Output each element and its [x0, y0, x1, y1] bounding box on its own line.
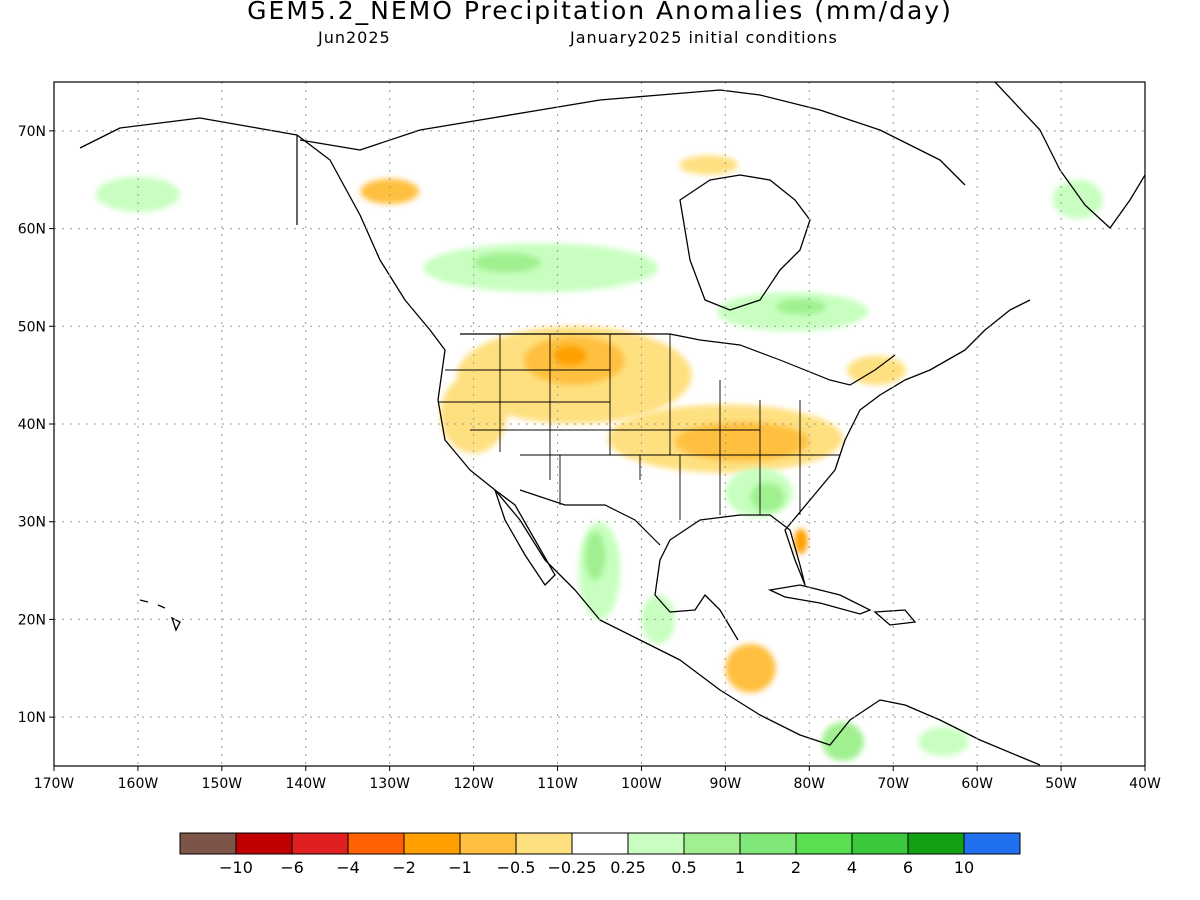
hispaniola-coastline — [873, 609, 917, 626]
colorbar-label: 1 — [735, 858, 745, 877]
graticule — [54, 82, 1145, 766]
tick-label-lon: 150W — [202, 776, 243, 792]
tick-label-lon: 110W — [537, 776, 578, 792]
anomaly-mexico-wet-core — [585, 531, 606, 581]
us-canada-border — [296, 135, 896, 386]
anomaly-greenland-wet — [1052, 179, 1104, 219]
colorbar-swatch — [963, 832, 1021, 855]
colorbar-swatch — [571, 832, 629, 855]
colorbar-label: 0.5 — [671, 858, 696, 877]
baja-coastline — [493, 488, 556, 587]
colorbar-label: 2 — [791, 858, 801, 877]
anomaly-alaska-yukon-dry — [360, 178, 420, 205]
colorbar-label: 4 — [847, 858, 857, 877]
colorbar-label: −6 — [280, 858, 304, 877]
colorbar-label: −1 — [448, 858, 472, 877]
anomaly-colombia-wet — [821, 722, 864, 762]
anomaly-new-england-dry — [847, 355, 906, 385]
initial-conditions: January2025 initial conditions — [570, 28, 838, 47]
tick-label-lon: 50W — [1045, 776, 1077, 792]
colorbar-swatch — [459, 832, 517, 855]
colorbar-label: −0.25 — [547, 858, 596, 877]
colorbar-label: 0.25 — [610, 858, 646, 877]
tick-label-lon: 140W — [285, 776, 326, 792]
colorbar-label: 10 — [954, 858, 974, 877]
chart-title: GEM5.2_NEMO Precipitation Anomalies (mm/… — [247, 0, 953, 25]
anomaly-southeast-wet-core — [750, 482, 785, 512]
anomaly-fill-layer — [95, 155, 1104, 762]
north-america-coastline — [79, 117, 1041, 766]
tick-label-lat: 70N — [18, 124, 46, 140]
axis-labels: 170W 160W 150W 140W 130W 120W 110W 100W 90W 80W 70… — [18, 124, 1161, 792]
colorbar-swatch — [235, 832, 293, 855]
colorbar-label: −0.5 — [497, 858, 536, 877]
colorbar-label: −4 — [336, 858, 360, 877]
tick-label-lon: 80W — [793, 776, 825, 792]
colorbar-swatch — [907, 832, 965, 855]
anomaly-california-dry — [440, 375, 508, 454]
anomaly-venezuela-wet — [918, 726, 969, 757]
colorbar-swatch — [515, 832, 573, 855]
anomaly-central-america-dry — [725, 643, 776, 693]
forecast-month: Jun2025 — [318, 28, 391, 47]
anomaly-baffin-dry — [679, 155, 738, 175]
tick-label-lon: 90W — [710, 776, 742, 792]
tick-label-lat: 30N — [18, 515, 46, 531]
colorbar-swatch — [795, 832, 853, 855]
anomaly-canada-wet-core — [473, 253, 541, 273]
colorbar-swatch — [739, 832, 797, 855]
colorbar-swatch — [851, 832, 909, 855]
tick-label-lon: 170W — [34, 776, 75, 792]
tick-label-lon: 160W — [118, 776, 159, 792]
anomaly-ohio-valley-dry-core — [675, 422, 810, 462]
anomaly-florida-dry — [794, 528, 808, 554]
hudson-bay-coastline — [679, 174, 811, 311]
tick-label-lon: 100W — [621, 776, 662, 792]
colorbar-swatch — [291, 832, 349, 855]
hawaii-coastline — [139, 599, 181, 632]
tick-label-lat: 50N — [18, 319, 46, 335]
us-mexico-border — [519, 489, 661, 546]
tick-label-lat: 40N — [18, 417, 46, 433]
anomaly-montana-dry-center — [553, 345, 587, 366]
arctic-coastline — [299, 89, 966, 186]
tick-label-lon: 70W — [877, 776, 909, 792]
colorbar-label: −10 — [219, 858, 253, 877]
colorbar-label: −2 — [392, 858, 416, 877]
tick-label-lon: 130W — [369, 776, 410, 792]
tick-label-lon: 120W — [453, 776, 494, 792]
tick-label-lon: 60W — [961, 776, 993, 792]
gulf-coastline — [654, 299, 1031, 641]
greenland-coastline — [994, 82, 1145, 229]
anomaly-hudson-wet-core — [775, 298, 827, 315]
colorbar-swatch — [403, 832, 461, 855]
colorbar: −10 −6 −4 −2 −1 −0.5 −0.25 0.25 0.5 1 2 4 6 10 — [179, 832, 1021, 877]
colorbar-label: 6 — [903, 858, 913, 877]
colorbar-swatch — [683, 832, 741, 855]
colorbar-swatch — [627, 832, 685, 855]
colorbar-swatch — [179, 832, 237, 855]
tick-label-lat: 10N — [18, 710, 46, 726]
tick-label-lat: 60N — [18, 222, 46, 238]
cuba-coastline — [767, 584, 872, 615]
colorbar-swatch — [347, 832, 405, 855]
anomaly-canada-wet-band — [423, 243, 659, 293]
tick-label-lon: 40W — [1129, 776, 1161, 792]
us-state-borders — [438, 334, 840, 520]
tick-label-lat: 20N — [18, 612, 46, 628]
